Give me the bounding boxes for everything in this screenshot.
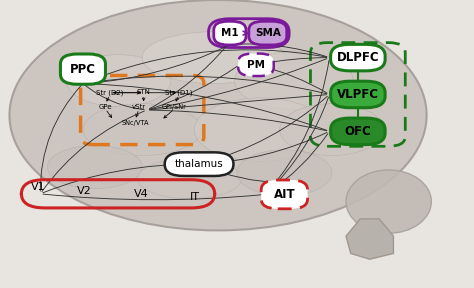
- FancyBboxPatch shape: [331, 81, 385, 108]
- FancyBboxPatch shape: [261, 180, 308, 209]
- Ellipse shape: [194, 98, 327, 161]
- Text: M1: M1: [221, 28, 239, 38]
- FancyBboxPatch shape: [61, 54, 105, 84]
- FancyBboxPatch shape: [331, 118, 385, 145]
- Text: GPe: GPe: [99, 104, 112, 109]
- Ellipse shape: [9, 0, 427, 230]
- Ellipse shape: [47, 145, 142, 189]
- Text: AIT: AIT: [273, 188, 295, 201]
- Text: SNc/VTA: SNc/VTA: [121, 120, 149, 126]
- Text: OFC: OFC: [345, 125, 371, 138]
- Text: SMA: SMA: [255, 28, 281, 38]
- Text: GPi/SNr: GPi/SNr: [162, 104, 187, 110]
- Text: DLPFC: DLPFC: [337, 51, 379, 64]
- Text: thalamus: thalamus: [175, 159, 223, 169]
- Text: Str (D2): Str (D2): [96, 90, 124, 96]
- Ellipse shape: [66, 55, 171, 107]
- Ellipse shape: [142, 32, 284, 84]
- Text: Str (D1): Str (D1): [165, 90, 193, 96]
- FancyBboxPatch shape: [164, 152, 233, 176]
- FancyBboxPatch shape: [214, 21, 246, 45]
- Text: V2: V2: [77, 186, 92, 196]
- Ellipse shape: [237, 150, 332, 196]
- Text: PPC: PPC: [70, 62, 96, 76]
- Ellipse shape: [83, 104, 201, 156]
- Text: vStr: vStr: [132, 104, 146, 110]
- Text: V4: V4: [134, 190, 149, 199]
- Polygon shape: [346, 219, 393, 259]
- Ellipse shape: [280, 104, 384, 156]
- Text: V1: V1: [31, 182, 45, 192]
- Ellipse shape: [137, 158, 242, 199]
- FancyBboxPatch shape: [249, 21, 287, 45]
- Text: STN: STN: [137, 89, 151, 94]
- Ellipse shape: [235, 52, 353, 109]
- Text: PM: PM: [247, 60, 265, 70]
- Ellipse shape: [346, 170, 431, 233]
- FancyBboxPatch shape: [331, 44, 385, 71]
- Text: VLPFC: VLPFC: [337, 88, 379, 101]
- FancyBboxPatch shape: [238, 54, 274, 76]
- Text: IT: IT: [190, 192, 201, 202]
